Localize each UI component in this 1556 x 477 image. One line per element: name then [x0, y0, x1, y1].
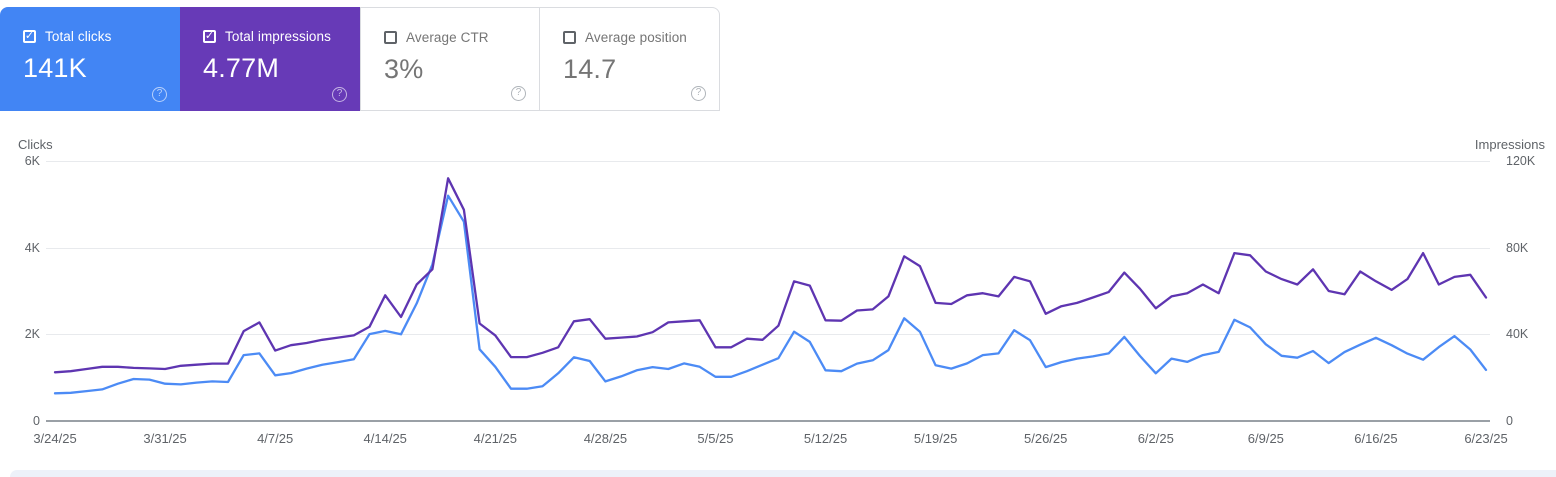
line-total-impressions — [53, 177, 1488, 374]
card-header-average-position: Average position — [563, 30, 687, 45]
metric-cards-row: ✓ Total clicks 141K? ✓ Total impressions 4.77… — [0, 7, 720, 111]
checkbox-average-ctr-unchecked[interactable] — [384, 31, 397, 44]
card-label-average-position: Average position — [585, 30, 687, 45]
help-icon-total-clicks[interactable]: ? — [152, 87, 167, 102]
card-header-total-clicks: ✓ Total clicks — [23, 29, 111, 44]
checkbox-average-position-unchecked[interactable] — [563, 31, 576, 44]
checkbox-total-clicks-checked[interactable]: ✓ — [23, 30, 36, 43]
card-total-clicks[interactable]: ✓ Total clicks 141K? — [0, 7, 180, 111]
card-value-average-position: 14.7 — [563, 54, 617, 84]
card-average-position[interactable]: Average position 14.7? — [540, 7, 720, 111]
help-icon-average-ctr[interactable]: ? — [511, 86, 526, 101]
card-average-ctr[interactable]: Average CTR 3%? — [360, 7, 540, 111]
card-total-impressions[interactable]: ✓ Total impressions 4.77M? — [180, 7, 360, 111]
card-label-total-clicks: Total clicks — [45, 29, 112, 44]
card-label-average-ctr: Average CTR — [406, 30, 489, 45]
next-panel-top-edge — [10, 470, 1556, 477]
card-header-average-ctr: Average CTR — [384, 30, 489, 45]
help-icon-average-position[interactable]: ? — [691, 86, 706, 101]
card-value-total-impressions: 4.77M — [203, 53, 280, 83]
line-total-clicks — [53, 194, 1488, 395]
card-value-total-clicks: 141K — [23, 53, 87, 83]
card-value-average-ctr: 3% — [384, 54, 424, 84]
checkbox-total-impressions-checked[interactable]: ✓ — [203, 30, 216, 43]
card-header-total-impressions: ✓ Total impressions — [203, 29, 331, 44]
help-icon-total-impressions[interactable]: ? — [332, 87, 347, 102]
card-label-total-impressions: Total impressions — [225, 29, 331, 44]
